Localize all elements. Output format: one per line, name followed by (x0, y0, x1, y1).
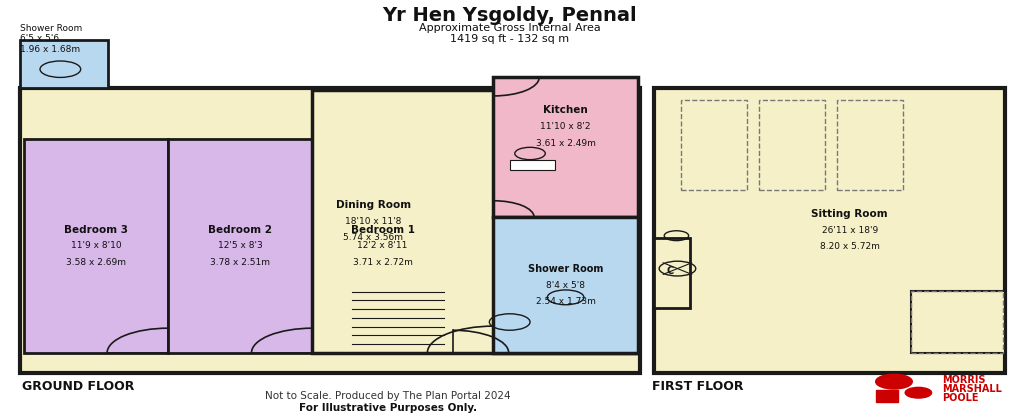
Circle shape (875, 374, 911, 389)
Text: 8'4 x 5'8: 8'4 x 5'8 (545, 281, 585, 290)
Text: 11'9 x 8'10: 11'9 x 8'10 (70, 242, 121, 251)
Text: Bedroom 3: Bedroom 3 (64, 225, 127, 234)
Bar (875, 390, 897, 402)
Text: Sitting Room: Sitting Room (811, 209, 888, 219)
Text: MORRIS: MORRIS (941, 375, 984, 385)
Text: 1419 sq ft - 132 sq m: 1419 sq ft - 132 sq m (449, 34, 569, 44)
Bar (910, 291, 1004, 353)
Bar (837, 100, 902, 190)
Text: Not to Scale. Produced by The Plan Portal 2024: Not to Scale. Produced by The Plan Porta… (265, 391, 511, 401)
Text: 11'10 x 8'2: 11'10 x 8'2 (540, 122, 590, 131)
Text: 3.71 x 2.72m: 3.71 x 2.72m (353, 258, 412, 267)
Text: 12'5 x 8'3: 12'5 x 8'3 (218, 242, 263, 251)
Text: POOLE: POOLE (941, 393, 977, 403)
Text: For Illustrative Purposes Only.: For Illustrative Purposes Only. (299, 403, 476, 413)
Bar (680, 100, 746, 190)
Bar (312, 139, 452, 353)
Bar (19, 40, 108, 88)
Text: 3.58 x 2.69m: 3.58 x 2.69m (66, 258, 125, 267)
Bar (23, 139, 168, 353)
Text: 5.74 x 3.56m: 5.74 x 3.56m (343, 233, 404, 242)
Text: Bedroom 1: Bedroom 1 (351, 225, 414, 234)
Text: 18'10 x 11'8: 18'10 x 11'8 (345, 217, 401, 226)
Text: 8.20 x 5.72m: 8.20 x 5.72m (819, 242, 878, 251)
Bar (653, 238, 689, 308)
Bar (510, 160, 555, 170)
Text: Bedroom 2: Bedroom 2 (208, 225, 272, 234)
Text: GROUND FLOOR: GROUND FLOOR (21, 380, 133, 393)
Text: 3.78 x 2.51m: 3.78 x 2.51m (210, 258, 270, 267)
Bar (493, 217, 637, 353)
Text: Kitchen: Kitchen (543, 105, 587, 115)
Bar (312, 90, 637, 353)
Text: 26'11 x 18'9: 26'11 x 18'9 (821, 226, 877, 235)
Text: MARSHALL: MARSHALL (941, 383, 1001, 393)
Text: Shower Room: Shower Room (528, 264, 602, 273)
Bar (653, 88, 1004, 374)
Text: 3.61 x 2.49m: 3.61 x 2.49m (535, 139, 595, 148)
Bar (910, 291, 1002, 353)
Text: Dining Room: Dining Room (335, 200, 411, 210)
Text: Approximate Gross Internal Area: Approximate Gross Internal Area (419, 23, 600, 33)
Text: 12'2 x 8'11: 12'2 x 8'11 (357, 242, 408, 251)
Bar (493, 78, 637, 217)
Text: 2.54 x 1.73m: 2.54 x 1.73m (535, 297, 595, 306)
Bar (168, 139, 312, 353)
Text: FIRST FLOOR: FIRST FLOOR (651, 380, 743, 393)
Text: C: C (666, 266, 674, 276)
Bar (19, 88, 639, 374)
Circle shape (904, 387, 930, 398)
Text: Shower Room
6'5 x 5'6
1.96 x 1.68m: Shower Room 6'5 x 5'6 1.96 x 1.68m (19, 24, 82, 54)
Bar (758, 100, 824, 190)
Text: Yr Hen Ysgoldy, Pennal: Yr Hen Ysgoldy, Pennal (382, 6, 637, 25)
